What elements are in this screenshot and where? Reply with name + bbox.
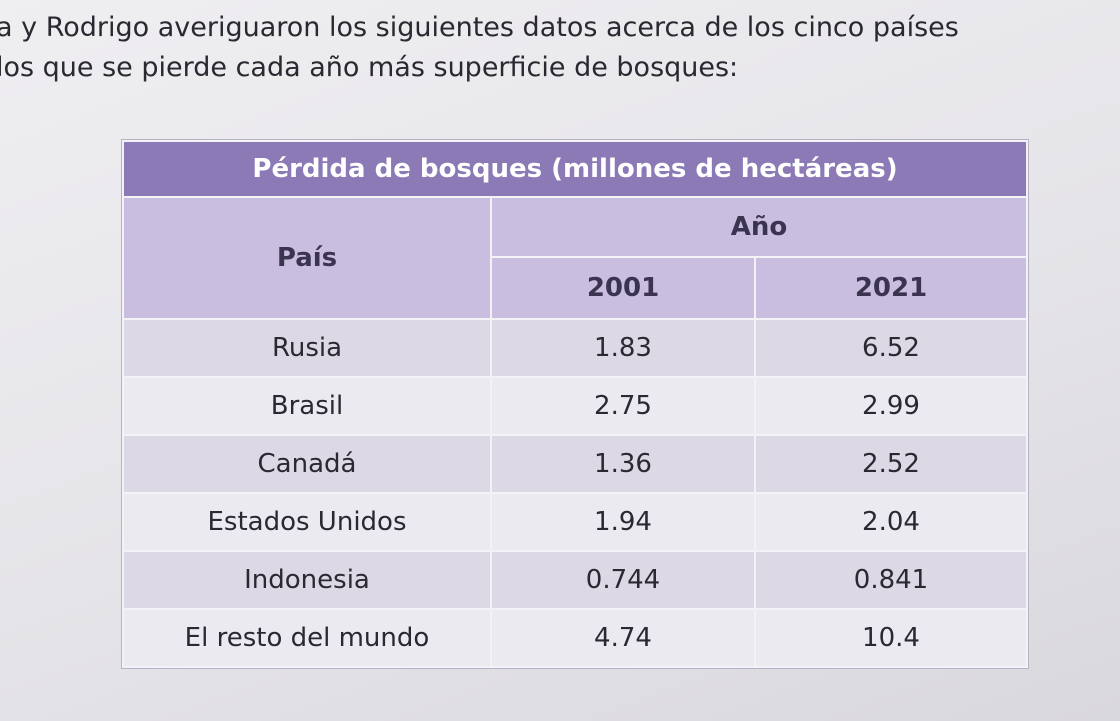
country-cell: Estados Unidos [122,492,492,552]
value-2001-cell: 1.36 [490,434,756,494]
country-cell: El resto del mundo [122,608,492,668]
table-title: Pérdida de bosques (millones de hectárea… [122,140,1028,198]
value-2021-cell: 2.99 [754,376,1028,436]
value-2001-cell: 2.75 [490,376,756,436]
country-cell: Rusia [122,318,492,378]
table-row: Indonesia 0.744 0.841 [122,550,1028,610]
year-2021-header: 2021 [754,256,1028,320]
table-row: Canadá 1.36 2.52 [122,434,1028,494]
value-2001-cell: 1.94 [490,492,756,552]
value-2021-cell: 0.841 [754,550,1028,610]
year-2001-header: 2001 [490,256,756,320]
value-2021-cell: 2.04 [754,492,1028,552]
table-row: El resto del mundo 4.74 10.4 [122,608,1028,668]
country-header: País [122,196,492,320]
table-row: Brasil 2.75 2.99 [122,376,1028,436]
intro-line: a y Rodrigo averiguaron los siguientes d… [0,12,959,43]
value-2021-cell: 10.4 [754,608,1028,668]
year-header: Año [490,196,1028,258]
country-cell: Indonesia [122,550,492,610]
table-row: Estados Unidos 1.94 2.04 [122,492,1028,552]
value-2001-cell: 1.83 [490,318,756,378]
country-cell: Brasil [122,376,492,436]
forest-loss-table: Pérdida de bosques (millones de hectárea… [122,140,1028,668]
intro-line: los que se pierde cada año más superfici… [0,52,739,83]
intro-text: a y Rodrigo averiguaron los siguientes d… [0,8,959,88]
country-cell: Canadá [122,434,492,494]
value-2021-cell: 2.52 [754,434,1028,494]
value-2001-cell: 0.744 [490,550,756,610]
value-2021-cell: 6.52 [754,318,1028,378]
value-2001-cell: 4.74 [490,608,756,668]
table-row: Rusia 1.83 6.52 [122,318,1028,378]
